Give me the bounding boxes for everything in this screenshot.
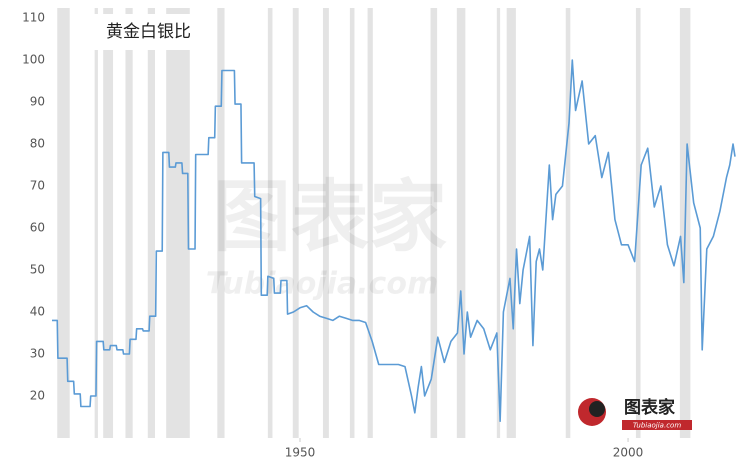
y-tick-label: 110 [22,11,45,25]
recession-band [565,8,571,438]
logo-url: Tubiaojia.com [633,422,682,430]
recession-band [267,8,273,438]
recession-band [57,8,70,438]
recession-band [94,8,98,438]
recession-band [166,8,190,438]
y-tick-label: 20 [30,389,45,403]
y-tick-label: 30 [30,347,45,361]
recession-band [125,8,133,438]
recession-band [147,8,156,438]
y-tick-label: 50 [30,263,45,277]
recession-band [367,8,373,438]
recession-band [635,8,641,438]
recession-band [506,8,516,438]
y-tick-label: 60 [30,221,45,235]
recession-band [430,8,438,438]
recession-band [456,8,466,438]
y-tick-label: 70 [30,179,45,193]
recession-band [292,8,299,438]
logo-text: 图表家 [624,397,675,418]
y-tick-label: 90 [30,95,45,109]
x-tick-label: 2000 [613,446,644,460]
line [52,59,736,422]
watermark-url: Tubiaojia.com [206,267,438,302]
plot: 20 30 40 50 60 70 80 90 100 110 1950 2000 [22,11,736,460]
recession-band [217,8,225,438]
logo: 图表家 Tubiaojia.com [578,397,692,430]
chart-title: 黄金白银比 [106,22,191,42]
recession-band [349,8,355,438]
recession-band [103,8,114,438]
y-tick-label: 100 [22,53,45,67]
title-box [76,14,216,50]
y-tick-label: 80 [30,137,45,151]
logo-bar [622,420,692,430]
watermark: 图表家 [213,172,447,262]
recession-band [496,8,501,438]
recession-band [322,8,329,438]
x-tick-label: 1950 [285,446,316,460]
logo-icon [589,401,605,417]
y-tick-label: 40 [30,305,45,319]
